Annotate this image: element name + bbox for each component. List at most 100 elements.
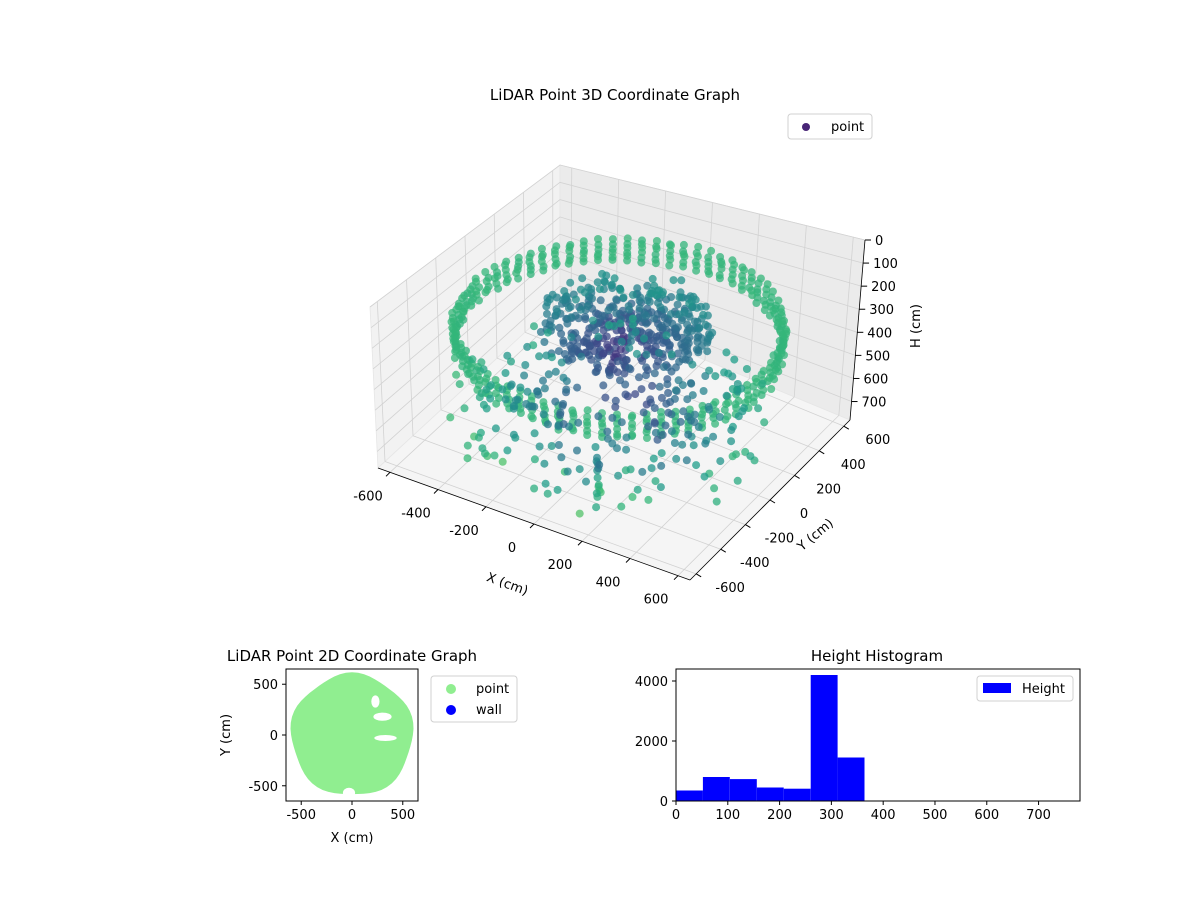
point-3d — [451, 339, 460, 348]
point-3d — [698, 401, 707, 410]
grid-line — [371, 199, 862, 349]
point-3d — [651, 342, 660, 351]
point-3d — [516, 409, 525, 417]
x-tick-label-histogram: 0 — [672, 808, 680, 823]
point-3d — [477, 389, 486, 398]
point-3d — [657, 393, 666, 402]
point-3d — [594, 412, 603, 421]
point-3d — [669, 276, 678, 285]
point-3d — [743, 381, 752, 389]
point-3d — [720, 405, 729, 414]
z-axis-line-3d — [849, 239, 866, 421]
point-3d — [776, 328, 785, 336]
point-3d — [526, 270, 535, 279]
point-3d — [774, 296, 783, 305]
point-3d — [555, 323, 564, 332]
point-3d — [654, 348, 663, 357]
point-3d — [622, 445, 631, 454]
x-tick-3d — [673, 575, 679, 581]
point-3d — [608, 235, 617, 244]
point-3d — [749, 393, 758, 402]
legend-histogram: Height — [976, 675, 1074, 702]
point-3d — [671, 363, 680, 372]
point-3d — [690, 317, 699, 326]
point-3d — [569, 412, 578, 421]
point-3d — [676, 417, 685, 426]
point-3d — [760, 418, 769, 427]
point-3d — [623, 234, 632, 243]
point-3d — [655, 286, 664, 295]
point-3d — [627, 413, 636, 422]
x-axis-label-3d: X (cm) — [484, 570, 530, 599]
point-3d — [530, 455, 539, 464]
point-3d — [593, 252, 602, 261]
point-3d — [692, 261, 701, 270]
point-3d — [627, 337, 635, 346]
point-3d — [544, 370, 553, 379]
point-3d — [567, 333, 576, 342]
point-3d — [566, 278, 575, 287]
point-3d — [599, 349, 608, 358]
point-3d — [581, 312, 590, 321]
x-tick-label-3d: 400 — [596, 575, 621, 590]
point-3d — [604, 343, 613, 352]
point-3d — [612, 309, 621, 318]
point-3d — [537, 257, 546, 266]
grid-line — [376, 301, 386, 462]
z-tick-label-3d: 200 — [871, 280, 896, 295]
point-3d — [540, 338, 549, 346]
point-3d — [622, 433, 631, 442]
point-3d — [530, 429, 539, 438]
point-3d — [623, 251, 632, 260]
point-3d — [694, 242, 703, 251]
point-3d — [583, 406, 592, 415]
point-3d — [618, 306, 627, 315]
point-3d — [459, 315, 468, 324]
point-3d — [670, 439, 679, 447]
point-3d — [662, 331, 671, 340]
point-3d — [628, 314, 637, 323]
point-3d — [747, 273, 756, 282]
point-3d — [668, 319, 677, 328]
points-2d-area — [290, 672, 414, 795]
point-3d — [638, 243, 647, 252]
point-3d — [579, 254, 588, 263]
point-3d — [564, 304, 573, 312]
point-3d — [777, 308, 786, 317]
x-tick-label-2d: 500 — [390, 808, 415, 823]
point-3d — [613, 425, 622, 434]
point-3d — [583, 413, 592, 421]
point-3d — [472, 366, 481, 375]
point-3d — [593, 453, 601, 462]
point-3d — [684, 430, 693, 439]
z-tick-label-3d: 500 — [865, 349, 890, 364]
x-tick-label-histogram: 500 — [923, 808, 948, 823]
histogram-bar — [702, 777, 730, 801]
point-3d — [553, 307, 562, 316]
point-3d — [502, 278, 511, 287]
point-3d — [775, 336, 784, 345]
point-3d — [620, 369, 629, 378]
point-3d — [537, 244, 546, 253]
point-3d — [455, 380, 464, 389]
point-3d — [458, 357, 467, 366]
point-3d — [690, 418, 699, 427]
point-3d — [680, 252, 689, 261]
point-3d — [642, 311, 651, 320]
legend-3d-box — [787, 113, 873, 140]
points-3d — [446, 234, 791, 518]
point-3d — [564, 259, 573, 268]
point-3d — [601, 393, 610, 402]
point-3d — [728, 385, 737, 393]
x-tick-label-2d: 0 — [348, 808, 356, 823]
point-3d — [642, 350, 651, 359]
legend-2d-label-wall: wall — [476, 703, 502, 718]
point-3d — [631, 390, 640, 399]
z-tick-label-3d: 700 — [862, 396, 887, 411]
y-tick-label-2d: -500 — [248, 780, 278, 795]
point-3d — [682, 456, 691, 465]
point-3d — [472, 287, 481, 296]
point-3d — [689, 441, 698, 450]
legend-2d-marker-wall — [446, 705, 456, 715]
point-3d — [541, 479, 550, 488]
